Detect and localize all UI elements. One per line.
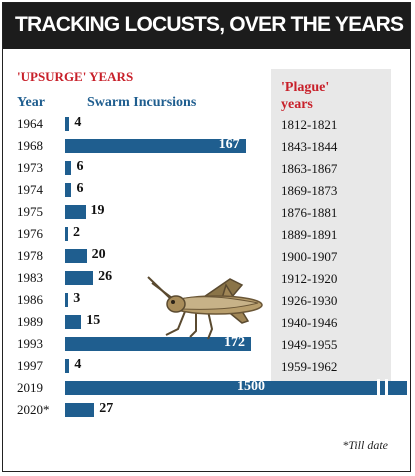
year-label: 1964 bbox=[17, 116, 43, 131]
year-label: 1974 bbox=[17, 182, 43, 197]
plague-year-item: 1869-1873 bbox=[281, 183, 338, 198]
swarm-bar bbox=[65, 205, 86, 219]
plague-year-item: 1959-1962 bbox=[281, 359, 338, 374]
year-label: 2019 bbox=[17, 380, 43, 395]
plague-year-item: 1843-1844 bbox=[281, 139, 338, 154]
bar-value-label: 172 bbox=[224, 335, 245, 350]
plague-year-item: 1900-1907 bbox=[281, 249, 338, 264]
plague-years-panel: 'Plague' years 1812-1821 1843-1844 1863-18… bbox=[271, 69, 391, 391]
year-column-label: Year bbox=[17, 95, 45, 110]
bar-value-label: 20 bbox=[91, 247, 106, 262]
bar-value-label: 19 bbox=[90, 203, 105, 218]
swarm-bar bbox=[65, 359, 70, 373]
bar-value-label: 4 bbox=[74, 357, 82, 372]
year-label: 1989 bbox=[17, 314, 43, 329]
year-label: 2020* bbox=[17, 402, 50, 417]
axis-break-mark bbox=[385, 379, 388, 397]
swarm-bar bbox=[65, 117, 70, 131]
infographic-frame: TRACKING LOCUSTS, OVER THE YEARS 'UPSURG… bbox=[2, 2, 411, 472]
bar-value-label: 167 bbox=[218, 137, 240, 152]
bar-value-label: 26 bbox=[98, 269, 113, 284]
plague-heading-line1: 'Plague' bbox=[281, 80, 330, 95]
year-label: 1975 bbox=[17, 204, 43, 219]
bar-value-label: 2 bbox=[73, 225, 80, 240]
page-title: TRACKING LOCUSTS, OVER THE YEARS bbox=[15, 13, 404, 36]
plague-year-item: 1940-1946 bbox=[281, 315, 338, 330]
year-label: 1986 bbox=[17, 292, 43, 307]
plague-year-item: 1889-1891 bbox=[281, 227, 338, 242]
axis-break-mark bbox=[377, 379, 380, 397]
swarm-bar bbox=[65, 403, 95, 417]
swarm-bar bbox=[65, 337, 251, 351]
year-label: 1993 bbox=[17, 336, 43, 351]
bar-value-label: 3 bbox=[73, 291, 81, 306]
swarm-bar bbox=[65, 249, 87, 263]
swarm-incursions-label: Swarm Incursions bbox=[87, 95, 197, 110]
swarm-bar bbox=[65, 271, 94, 285]
swarm-bar bbox=[65, 227, 68, 241]
plague-years-heading: 'Plague' years bbox=[281, 79, 329, 113]
year-label: 1997 bbox=[17, 358, 43, 373]
plague-year-item: 1926-1930 bbox=[281, 293, 338, 308]
upsurge-years-heading: 'UPSURGE' YEARS bbox=[17, 69, 134, 84]
swarm-bar bbox=[65, 183, 72, 197]
plague-year-item: 1863-1867 bbox=[281, 161, 338, 176]
bar-value-label: 6 bbox=[76, 181, 84, 196]
year-label: 1978 bbox=[17, 248, 43, 263]
footnote: *Till date bbox=[342, 438, 388, 452]
swarm-bar bbox=[65, 381, 407, 395]
bar-value-label: 27 bbox=[99, 401, 114, 416]
plague-year-item: 1876-1881 bbox=[281, 205, 338, 220]
plague-year-item: 1949-1955 bbox=[281, 337, 338, 352]
plague-year-item: 1912-1920 bbox=[281, 271, 338, 286]
bar-value-label: 6 bbox=[76, 159, 84, 174]
plague-year-item: 1812-1821 bbox=[281, 117, 338, 132]
swarm-bar bbox=[65, 139, 246, 153]
plague-heading-line2: years bbox=[281, 97, 313, 112]
swarm-bar bbox=[65, 161, 72, 175]
year-label: 1968 bbox=[17, 138, 43, 153]
year-label: 1983 bbox=[17, 270, 43, 285]
title-bar: TRACKING LOCUSTS, OVER THE YEARS bbox=[3, 3, 410, 49]
year-label: 1976 bbox=[17, 226, 43, 241]
bar-value-label: 4 bbox=[74, 115, 82, 130]
bar-value-label: 15 bbox=[86, 313, 101, 328]
bar-value-label: 1500 bbox=[237, 379, 265, 394]
swarm-bar bbox=[65, 293, 69, 307]
year-label: 1973 bbox=[17, 160, 43, 175]
swarm-bar bbox=[65, 315, 82, 329]
locust-illustration bbox=[147, 276, 263, 340]
